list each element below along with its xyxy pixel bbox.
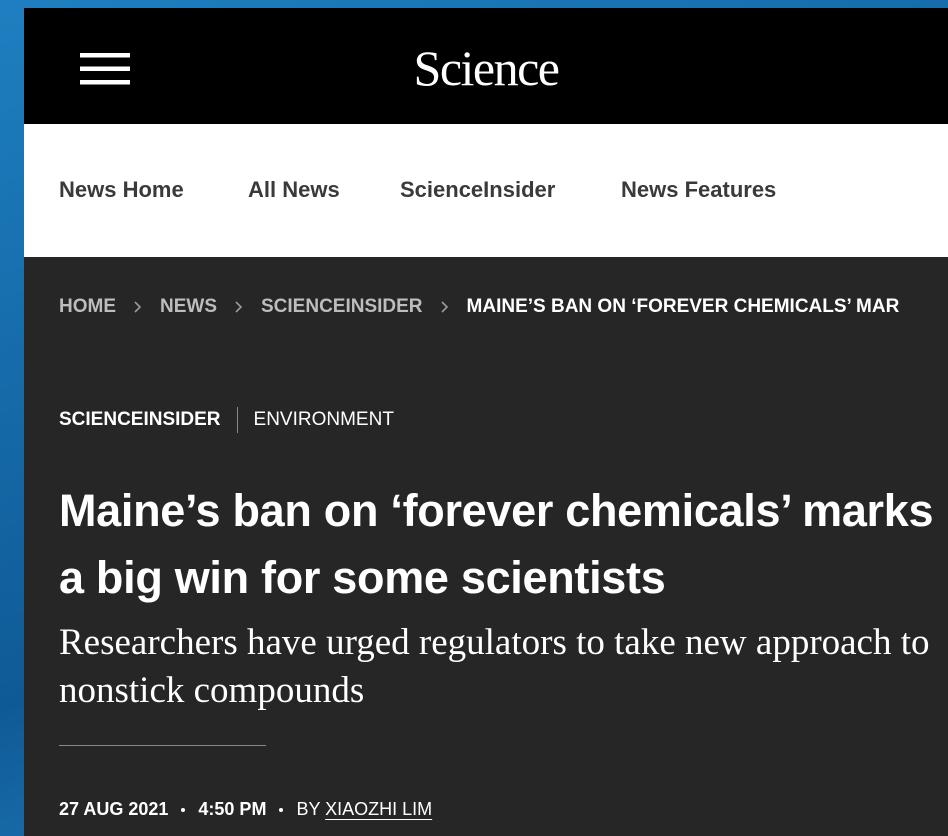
headline: Maine’s ban on ‘forever chemicals’ marks… (59, 477, 939, 611)
breadcrumb-link[interactable]: SCIENCEINSIDER (261, 296, 423, 317)
subheadline: Researchers have urged regulators to tak… (59, 619, 939, 715)
chevron (441, 301, 449, 313)
separator (279, 808, 283, 812)
chevron (134, 301, 142, 313)
article-area: HOME NEWS SCIENCEINSIDER MAINE’S BAN ON ‘FO… (24, 257, 948, 836)
nav-bar: News Home All News ScienceInsider News F… (24, 124, 948, 257)
divider (59, 745, 266, 746)
byline: 27 AUG 2021 4:50 PM BY XIAOZHI LIM (59, 797, 432, 821)
nav-link[interactable]: News Home (59, 176, 184, 204)
breadcrumb-link[interactable]: NEWS (160, 296, 217, 317)
tag[interactable]: ENVIRONMENT (254, 409, 394, 430)
separator (181, 808, 185, 812)
chevron (235, 301, 243, 313)
separator (237, 407, 238, 433)
tag[interactable]: SCIENCEINSIDER (59, 409, 221, 430)
website: Science News Home All News ScienceInside… (24, 8, 948, 836)
breadcrumb: HOME NEWS SCIENCEINSIDER MAINE’S BAN ON ‘FO… (59, 295, 899, 319)
nav-link[interactable]: News Features (621, 176, 776, 204)
logo[interactable]: Science (24, 38, 948, 98)
tags: SCIENCEINSIDER ENVIRONMENT (59, 407, 394, 433)
date: 27 AUG 2021 (59, 799, 168, 819)
breadcrumb-link[interactable]: HOME (59, 296, 116, 317)
screen: {"header": {"logo": "Science"}, "nav": {… (0, 0, 948, 836)
nav-link[interactable]: ScienceInsider (400, 176, 555, 204)
author-link[interactable]: XIAOZHI LIM (325, 799, 432, 819)
time: 4:50 PM (198, 799, 266, 819)
breadcrumb-current: MAINE’S BAN ON ‘FOREVER CHEMICALS’ MAR (467, 296, 900, 317)
top-bar: Science (24, 8, 948, 124)
nav-link[interactable]: All News (248, 176, 340, 204)
byline-prefix: BY (296, 799, 320, 819)
